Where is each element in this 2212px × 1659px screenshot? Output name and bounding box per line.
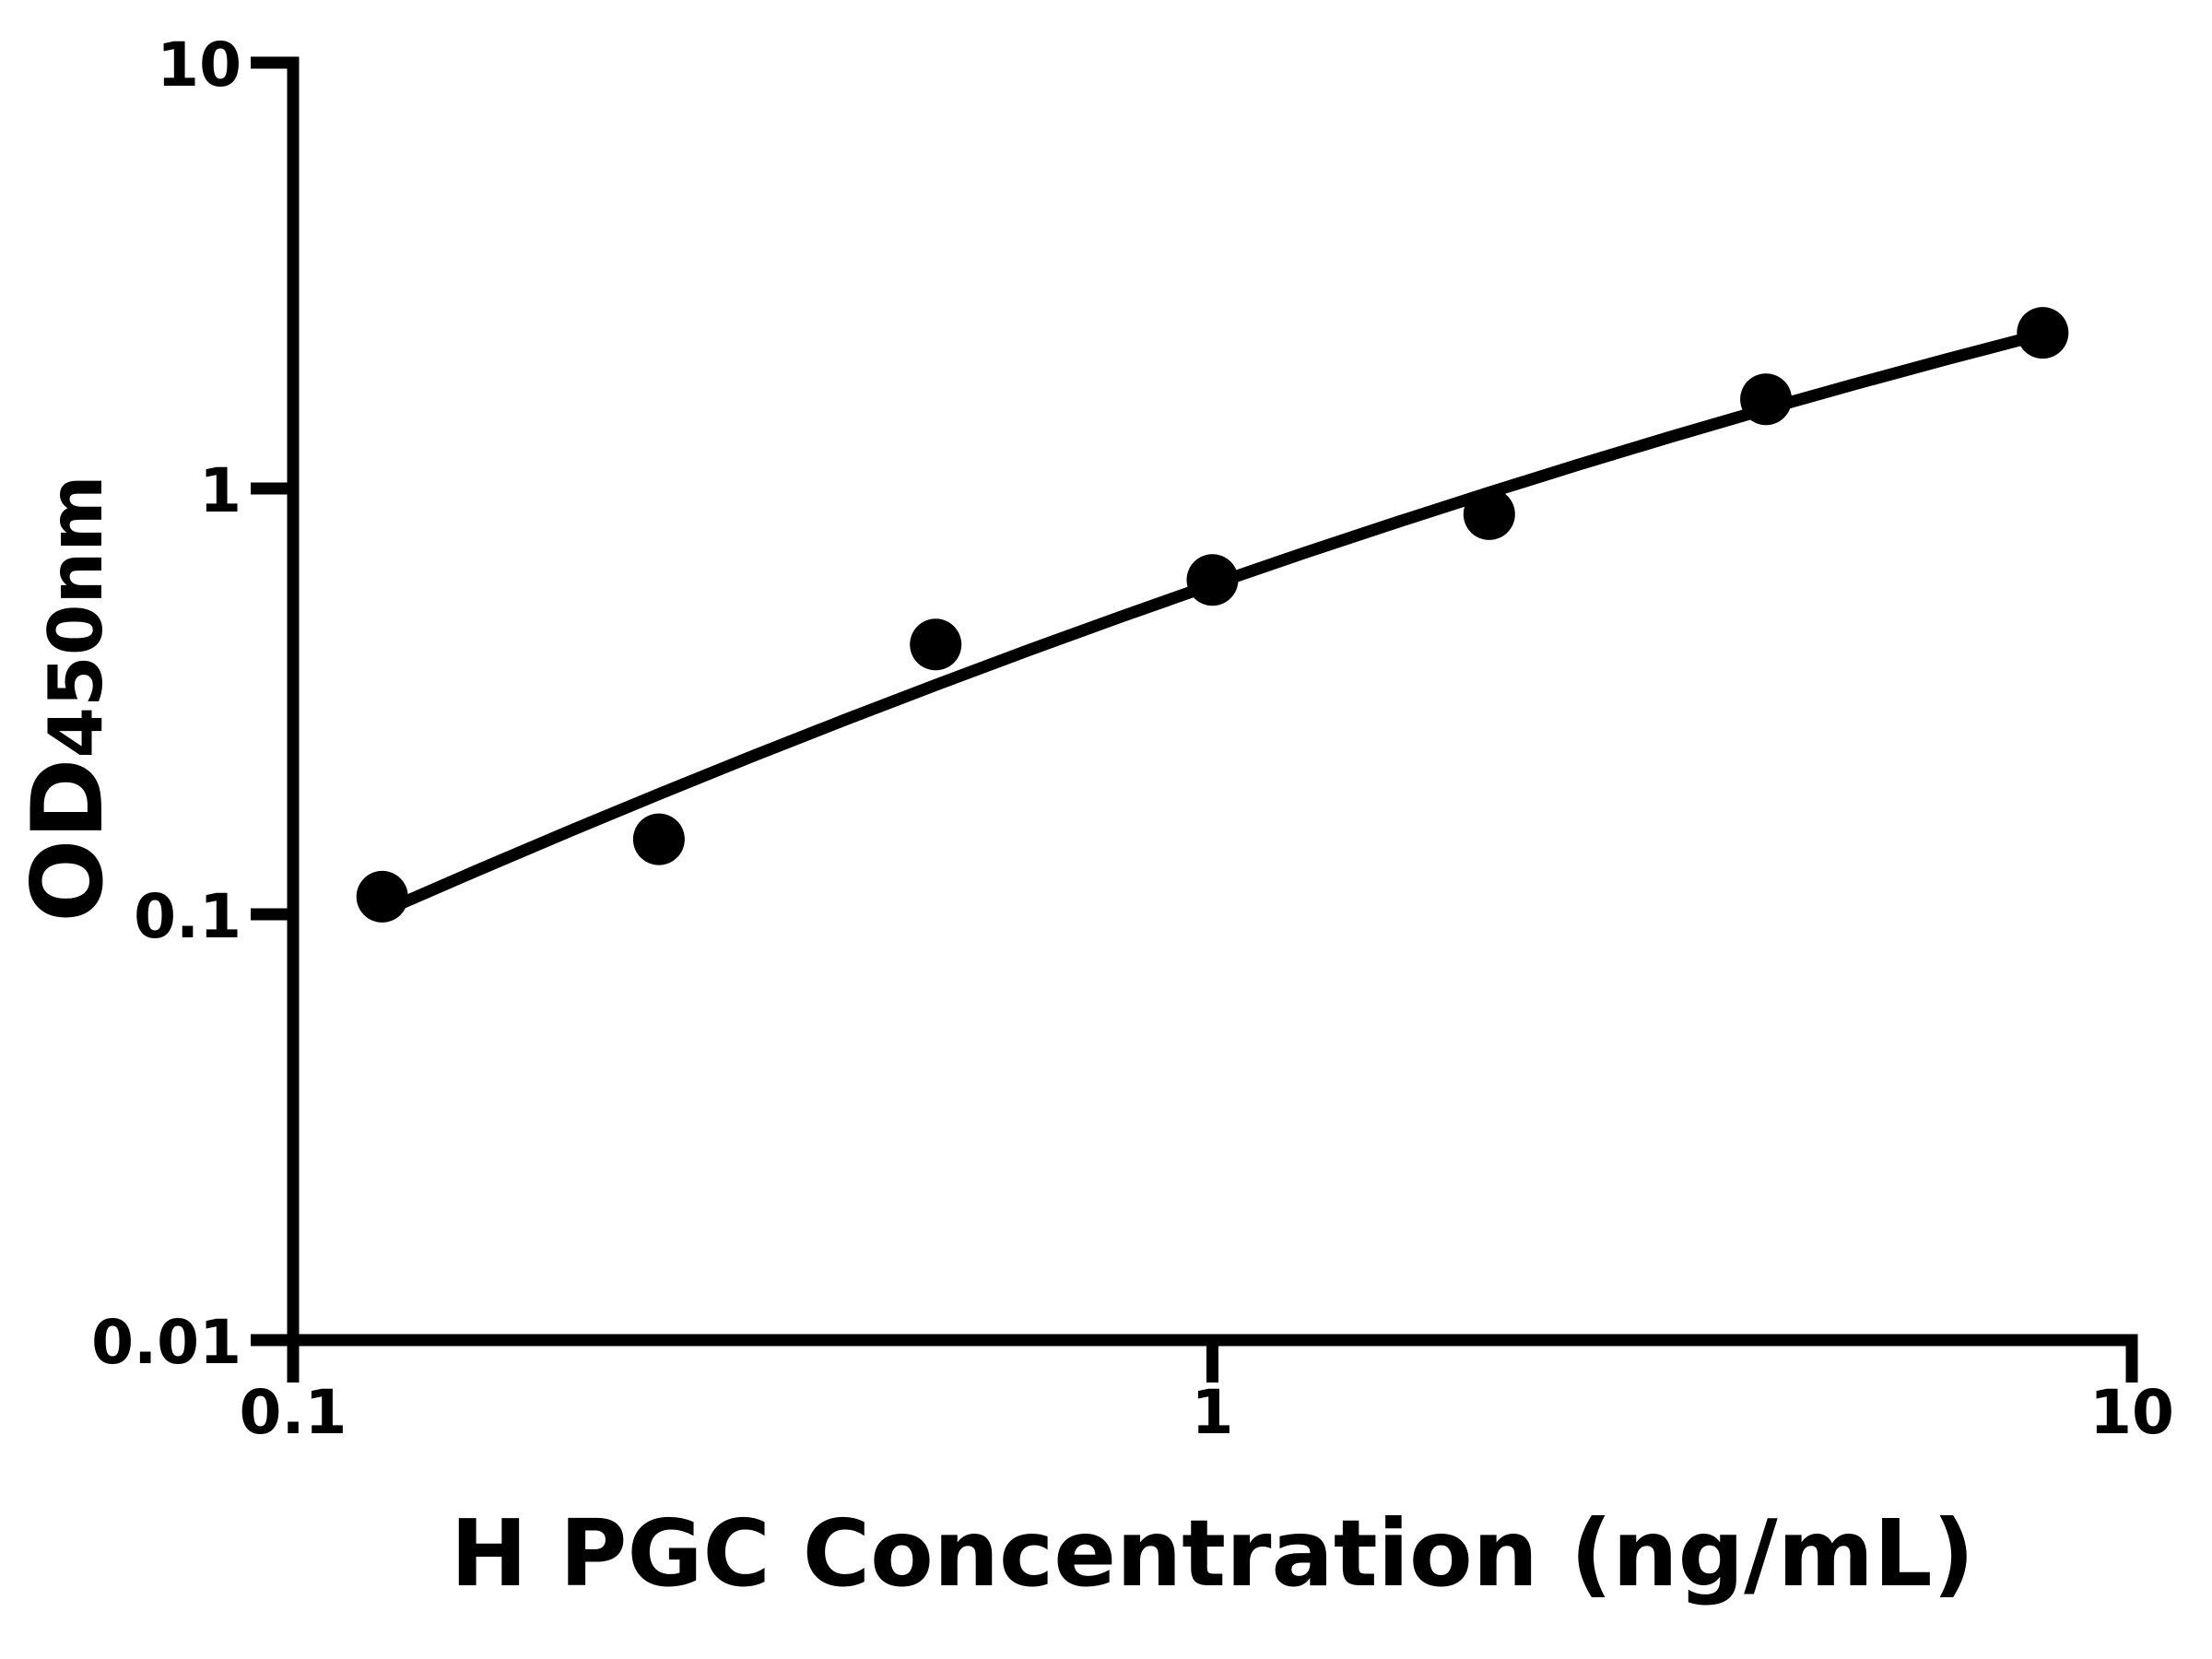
x-tick-label-1: 1 <box>1191 1377 1234 1448</box>
x-axis-label: H PGC Concentration (ng/mL) <box>450 1500 1975 1607</box>
y-tick-label-0.01: 0.01 <box>91 1307 241 1378</box>
data-point-0.5 <box>910 618 962 671</box>
y-tick-label-10: 10 <box>157 29 241 100</box>
y-tick-label-0.1: 0.1 <box>134 881 241 952</box>
x-tick-label-10: 10 <box>2089 1377 2174 1448</box>
data-point-0.25 <box>632 813 685 865</box>
y-axis-label-main: OD <box>11 758 124 923</box>
fit-curve-line <box>376 328 2049 918</box>
y-axis-label: OD450nm <box>11 475 124 922</box>
y-tick-label-1: 1 <box>199 455 241 526</box>
y-axis-label-sub: 450nm <box>33 475 119 759</box>
x-tick-label-0.1: 0.1 <box>239 1377 347 1448</box>
